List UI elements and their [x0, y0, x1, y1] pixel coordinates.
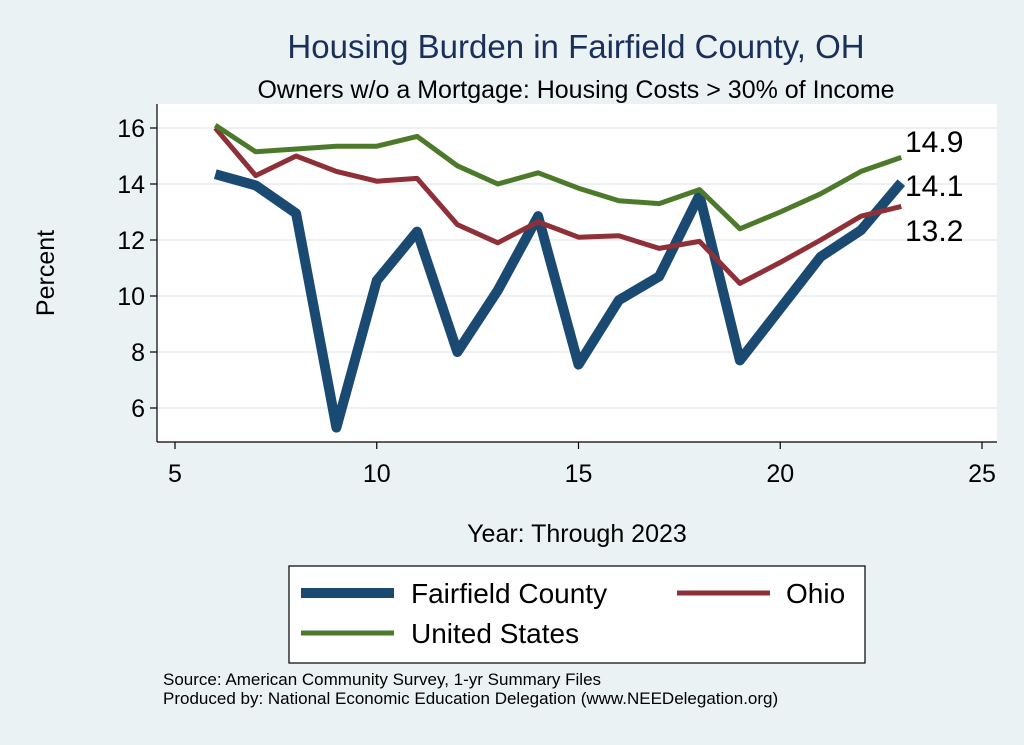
end-label-us: 14.9 — [905, 126, 963, 159]
y-tick-label-16: 16 — [117, 115, 145, 143]
series-line-fairfield — [213, 169, 906, 433]
y-tick-label-10: 10 — [117, 283, 145, 311]
series-line-us — [213, 123, 903, 232]
x-tick-label-20: 20 — [766, 460, 794, 488]
x-tick-label-15: 15 — [565, 460, 593, 488]
legend: Fairfield County Ohio United States — [288, 565, 866, 664]
series-line-ohio — [213, 126, 902, 286]
chart-title: Housing Burden in Fairfield County, OH — [287, 28, 864, 65]
legend-label-us: United States — [411, 618, 579, 649]
end-labels: 14.9 14.1 13.2 — [905, 126, 963, 248]
y-tick-label-14: 14 — [117, 171, 145, 199]
x-tick-label-5: 5 — [168, 460, 182, 488]
end-label-ohio: 13.2 — [905, 215, 963, 248]
producer-note: Produced by: National Economic Education… — [163, 689, 779, 708]
x-tick-label-25: 25 — [968, 460, 996, 488]
x-tick-label-10: 10 — [363, 460, 391, 488]
source-note: Source: American Community Survey, 1-yr … — [163, 670, 602, 689]
x-axis-label: Year: Through 2023 — [467, 520, 687, 548]
y-tick-label-8: 8 — [131, 339, 145, 367]
chart-subtitle: Owners w/o a Mortgage: Housing Costs > 3… — [257, 76, 894, 104]
legend-label-fairfield: Fairfield County — [411, 578, 607, 609]
end-label-fairfield: 14.1 — [905, 170, 963, 203]
plot-area — [157, 104, 997, 442]
series-lines — [213, 123, 906, 433]
legend-label-ohio: Ohio — [786, 578, 845, 609]
y-tick-label-12: 12 — [117, 227, 145, 255]
axis-ticks: 6 8 10 12 14 16 5 10 15 20 25 — [117, 115, 996, 488]
y-tick-label-6: 6 — [131, 395, 145, 423]
legend-box — [288, 565, 866, 664]
y-axis-label: Percent — [32, 230, 60, 316]
